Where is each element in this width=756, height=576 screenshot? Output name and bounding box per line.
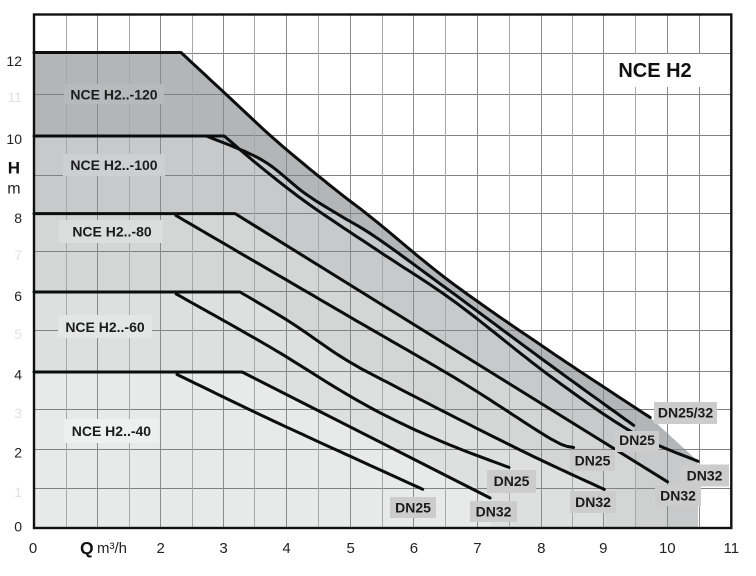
svg-text:NCE H2..-80: NCE H2..-80 — [72, 223, 152, 239]
svg-text:NCE H2..-120: NCE H2..-120 — [70, 86, 157, 102]
svg-text:5: 5 — [14, 326, 22, 342]
svg-text:11: 11 — [724, 540, 740, 557]
svg-text:8: 8 — [537, 540, 545, 557]
svg-text:DN25: DN25 — [575, 453, 611, 469]
svg-text:H: H — [8, 159, 20, 178]
svg-text:DN25: DN25 — [395, 500, 431, 516]
svg-text:DN25: DN25 — [619, 432, 655, 448]
svg-text:2: 2 — [157, 540, 165, 557]
svg-text:DN32: DN32 — [660, 488, 696, 504]
svg-text:NCE H2..-40: NCE H2..-40 — [72, 423, 152, 439]
svg-text:DN32: DN32 — [476, 504, 512, 520]
svg-text:5: 5 — [347, 540, 355, 557]
svg-text:4: 4 — [14, 367, 22, 383]
svg-text:9: 9 — [599, 540, 607, 557]
svg-text:10: 10 — [6, 131, 22, 147]
svg-text:DN32: DN32 — [687, 468, 723, 484]
svg-text:3: 3 — [14, 405, 22, 421]
svg-text:10: 10 — [659, 540, 676, 557]
svg-text:m: m — [7, 181, 20, 198]
svg-text:6: 6 — [410, 540, 418, 557]
svg-text:11: 11 — [7, 89, 22, 105]
svg-text:3: 3 — [219, 540, 227, 557]
svg-text:7: 7 — [473, 540, 481, 557]
svg-text:1: 1 — [14, 484, 22, 500]
svg-text:NCE H2..-60: NCE H2..-60 — [65, 319, 145, 335]
svg-text:2: 2 — [14, 445, 22, 461]
svg-text:7: 7 — [14, 247, 22, 263]
svg-text:6: 6 — [14, 288, 22, 304]
svg-text:DN32: DN32 — [575, 494, 611, 510]
svg-text:m³/h: m³/h — [97, 540, 127, 557]
svg-text:NCE H2..-100: NCE H2..-100 — [70, 157, 157, 173]
svg-text:Q: Q — [80, 538, 94, 558]
svg-text:NCE H2: NCE H2 — [618, 60, 691, 82]
svg-text:0: 0 — [14, 519, 22, 535]
svg-text:DN25: DN25 — [494, 473, 530, 489]
svg-text:DN25/32: DN25/32 — [658, 405, 713, 421]
svg-text:8: 8 — [14, 210, 22, 226]
svg-text:0: 0 — [29, 540, 37, 557]
svg-text:12: 12 — [6, 53, 22, 69]
svg-text:4: 4 — [282, 540, 290, 557]
